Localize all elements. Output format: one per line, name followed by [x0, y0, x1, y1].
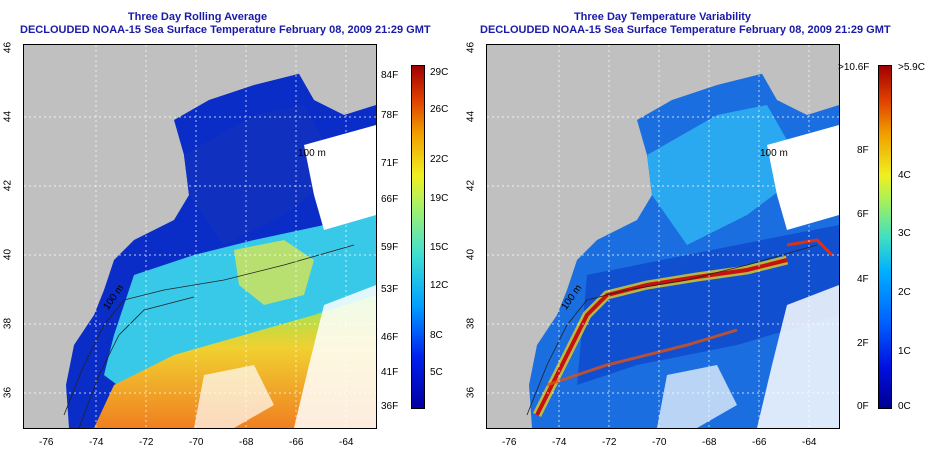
left-cb-c-4: 15C: [430, 242, 449, 253]
left-cb-c-7: 5C: [430, 367, 443, 378]
right-colorbar: [878, 65, 892, 409]
cloud-mask-south: [294, 285, 376, 428]
left-cb-f-1: 78F: [381, 110, 399, 121]
left-lat-46: 46: [2, 41, 14, 54]
left-lat-42: 42: [2, 179, 14, 192]
right-contour-label-a: 100 m: [760, 148, 788, 159]
right-cb-f-0: >10.6F: [838, 62, 870, 73]
right-lon-72: -72: [602, 437, 617, 448]
cloud-mask-north: [767, 125, 839, 230]
left-contour-label-a: 100 m: [298, 148, 326, 159]
right-lat-46: 46: [465, 41, 477, 54]
cloud-mask-south: [757, 285, 839, 428]
right-cb-c-1: 4C: [898, 170, 911, 181]
right-lat-44: 44: [465, 110, 477, 123]
graticule: [24, 45, 376, 428]
right-cb-c-2: 3C: [898, 228, 911, 239]
depth-contour-1: [63, 244, 355, 416]
left-lon-66: -66: [289, 437, 304, 448]
left-lon-74: -74: [89, 437, 104, 448]
right-lon-70: -70: [652, 437, 667, 448]
coastline-land: [24, 45, 376, 375]
left-title-line2: DECLOUDED NOAA-15 Sea Surface Temperatur…: [20, 24, 431, 36]
right-variability-map: [486, 44, 840, 429]
right-lon-66: -66: [752, 437, 767, 448]
right-lat-40: 40: [465, 248, 477, 261]
cloud-mask-north: [304, 125, 376, 230]
right-cb-f-5: 0F: [857, 401, 869, 412]
right-cb-f-1: 8F: [857, 145, 869, 156]
right-cb-c-4: 1C: [898, 346, 911, 357]
nova-scotia: [294, 55, 376, 115]
left-lon-72: -72: [139, 437, 154, 448]
slope-water: [104, 205, 376, 390]
shelf-variability: [647, 105, 787, 245]
right-lat-38: 38: [465, 317, 477, 330]
left-cb-c-6: 8C: [430, 330, 443, 341]
left-lon-70: -70: [189, 437, 204, 448]
left-cb-c-2: 22C: [430, 154, 449, 165]
left-cb-c-0: 29C: [430, 67, 449, 78]
left-title-line1: Three Day Rolling Average: [127, 11, 268, 23]
graticule: [487, 45, 839, 428]
left-cb-f-7: 41F: [381, 367, 399, 378]
right-lat-36: 36: [465, 386, 477, 399]
right-lat-42: 42: [465, 179, 477, 192]
right-cb-f-3: 4F: [857, 274, 869, 285]
left-lon-64: -64: [339, 437, 354, 448]
left-lon-76: -76: [39, 437, 54, 448]
left-cb-f-5: 53F: [381, 284, 399, 295]
depth-contour-1: [526, 244, 818, 416]
left-lon-68: -68: [239, 437, 254, 448]
right-lon-76: -76: [502, 437, 517, 448]
right-lon-74: -74: [552, 437, 567, 448]
left-lat-36: 36: [2, 386, 14, 399]
left-lat-44: 44: [2, 110, 14, 123]
left-cb-f-2: 71F: [381, 158, 399, 169]
left-cb-c-5: 12C: [430, 280, 449, 291]
right-title-line2: DECLOUDED NOAA-15 Sea Surface Temperatur…: [480, 24, 891, 36]
left-cb-c-3: 19C: [430, 193, 449, 204]
right-lon-68: -68: [702, 437, 717, 448]
left-sst-map: [23, 44, 377, 429]
left-lat-38: 38: [2, 317, 14, 330]
nova-scotia: [757, 55, 839, 115]
right-cb-f-2: 6F: [857, 209, 869, 220]
left-colorbar: [411, 65, 425, 409]
right-cb-c-0: >5.9C: [898, 62, 925, 73]
left-cb-f-4: 59F: [381, 242, 399, 253]
right-title: Three Day Temperature Variability DECLOU…: [480, 11, 891, 37]
left-lat-40: 40: [2, 248, 14, 261]
warm-eddy: [234, 240, 314, 305]
depth-contour-2: [78, 296, 195, 428]
left-cb-f-6: 46F: [381, 332, 399, 343]
right-cb-c-3: 2C: [898, 287, 911, 298]
left-cb-c-1: 26C: [430, 104, 449, 115]
left-cb-f-8: 36F: [381, 401, 399, 412]
right-lon-64: -64: [802, 437, 817, 448]
right-title-line1: Three Day Temperature Variability: [573, 11, 752, 23]
right-cb-f-4: 2F: [857, 338, 869, 349]
left-cb-f-0: 84F: [381, 70, 399, 81]
coastline-land: [487, 45, 839, 375]
right-cb-c-5: 0C: [898, 401, 911, 412]
left-title: Three Day Rolling Average DECLOUDED NOAA…: [20, 11, 431, 37]
left-cb-f-3: 66F: [381, 194, 399, 205]
